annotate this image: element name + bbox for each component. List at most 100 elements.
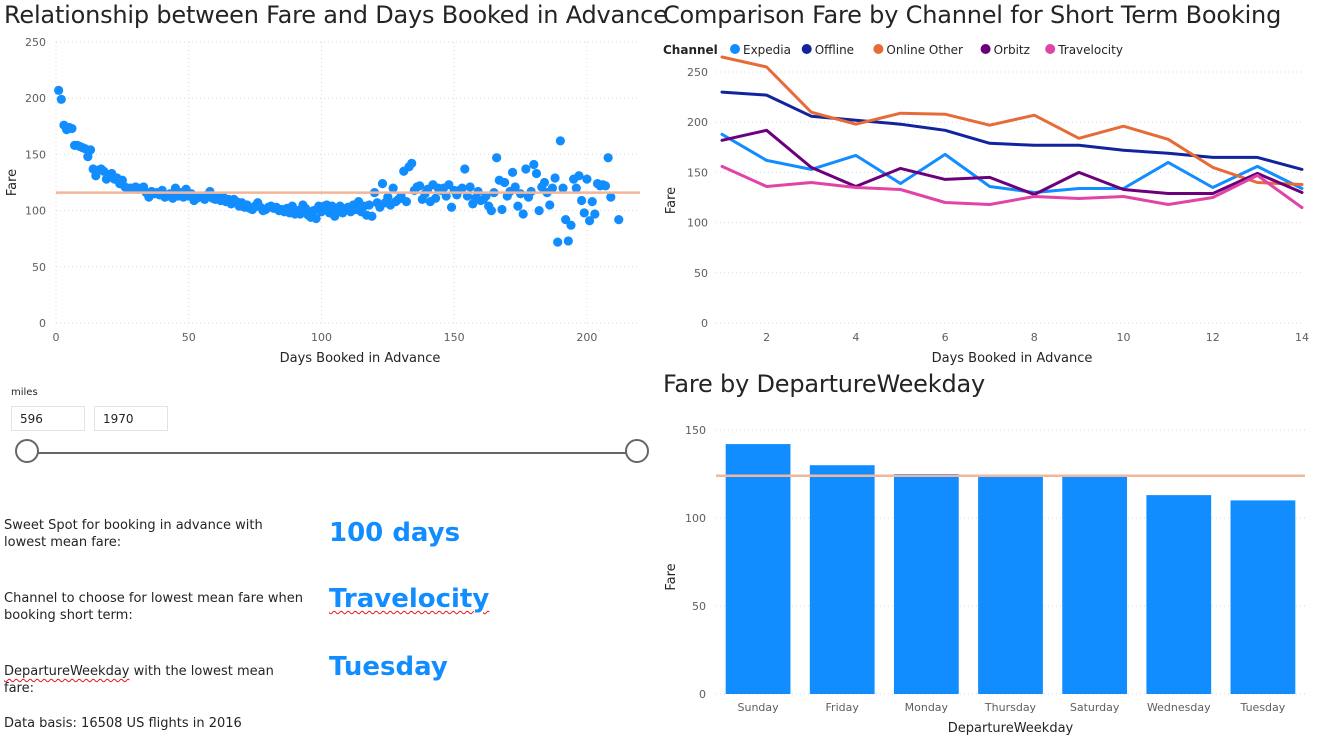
line-xtick-label: 8 [1031, 331, 1038, 344]
scatter-point [558, 183, 568, 193]
legend-marker [1045, 44, 1056, 54]
scatter-point [486, 206, 496, 216]
sweet-spot-label: Sweet Spot for booking in advance with l… [4, 518, 263, 550]
bar-category-label: Thursday [984, 701, 1037, 714]
scatter-title: Relationship between Fare and Days Booke… [4, 1, 668, 29]
line-xtick-label: 4 [852, 331, 859, 344]
slicer-track[interactable] [27, 452, 637, 454]
scatter-point [600, 181, 611, 191]
line-xtick-label: 10 [1117, 331, 1131, 344]
slicer-label: miles [11, 387, 38, 398]
bar-category-label: Wednesday [1147, 701, 1211, 714]
scatter-point [431, 193, 441, 203]
scatter-point [579, 208, 589, 218]
scatter-point [545, 200, 555, 210]
scatter-point [388, 183, 398, 193]
slicer-min-input[interactable]: 596 [11, 406, 85, 431]
line-y-axis-title: Fare [664, 187, 679, 214]
scatter-point [574, 171, 584, 181]
legend-label: Online Other [886, 43, 963, 57]
scatter-x-axis-title: Days Booked in Advance [280, 351, 441, 366]
scatter-point [401, 197, 411, 207]
scatter-chart[interactable]: 0 50 100 150 200 250 0 50 100 150 200 Days Booked i… [0, 30, 650, 402]
scatter-point [555, 136, 565, 146]
bar-y-axis-title: Fare [664, 563, 679, 590]
scatter-point [497, 204, 507, 215]
legend-label: Expedia [743, 43, 791, 57]
line-xtick-label: 12 [1206, 331, 1220, 344]
bar-ytick-label: 50 [692, 600, 706, 613]
line-x-axis-title: Days Booked in Advance [932, 351, 1093, 366]
scatter-point [510, 182, 520, 192]
scatter-point [311, 213, 321, 224]
scatter-point [553, 237, 563, 247]
legend-marker [730, 44, 740, 54]
scatter-point [590, 209, 600, 219]
bar-category-label: Sunday [737, 701, 779, 714]
line-title: Comparison Fare by Channel for Short Ter… [663, 1, 1282, 29]
line-xtick-label: 6 [942, 331, 949, 344]
scatter-ytick-label: 250 [25, 36, 46, 49]
scatter-point [521, 164, 531, 174]
scatter-xtick-label: 150 [444, 331, 465, 344]
bar-category-label: Monday [905, 701, 949, 714]
series-line-travelocity [720, 164, 1304, 210]
scatter-point [566, 220, 576, 230]
line-xtick-label: 2 [763, 331, 770, 344]
bar-category-label: Saturday [1070, 701, 1120, 714]
scatter-point [56, 94, 66, 104]
bar-category-label: Tuesday [1240, 701, 1286, 714]
scatter-point [614, 214, 624, 225]
scatter-xtick-label: 100 [311, 331, 332, 344]
bar [978, 475, 1043, 694]
scatter-point [460, 164, 470, 174]
legend-marker [801, 44, 812, 54]
bar-ytick-label: 0 [699, 688, 706, 701]
scatter-point [465, 182, 475, 192]
scatter-point [587, 197, 597, 207]
scatter-point [539, 177, 550, 188]
series-line-offline [720, 90, 1304, 171]
line-ytick-label: 200 [687, 116, 708, 129]
scatter-point [364, 200, 374, 210]
slicer-max-handle[interactable] [625, 439, 649, 463]
weekday-label: DepartureWeekday with the lowest mean fa… [4, 663, 304, 697]
scatter-point [518, 209, 528, 219]
bar-category-label: Friday [826, 701, 860, 714]
legend-label: Travelocity [1057, 43, 1123, 57]
scatter-point [446, 202, 457, 212]
line-ytick-label: 150 [687, 166, 708, 179]
scatter-point [383, 192, 393, 202]
scatter-point [507, 167, 518, 177]
bar [725, 444, 791, 694]
scatter-ytick-label: 50 [32, 261, 46, 274]
legend-label: Offline [815, 43, 854, 57]
scatter-xtick-label: 0 [53, 331, 60, 344]
scatter-point [67, 123, 77, 134]
bar [809, 465, 875, 694]
scatter-point [415, 181, 425, 191]
line-ytick-label: 50 [694, 267, 708, 280]
line-chart[interactable]: Channel Expedia Offline Online Other Orbitz T… [660, 32, 1314, 372]
scatter-ytick-label: 150 [25, 148, 46, 161]
scatter-y-axis-title: Fare [5, 169, 20, 196]
line-xtick-label: 14 [1295, 331, 1309, 344]
scatter-point [584, 216, 595, 226]
bar-x-axis-title: DepartureWeekday [948, 721, 1074, 736]
scatter-xtick-label: 200 [576, 331, 597, 344]
scatter-point [582, 174, 592, 184]
line-legend: Channel Expedia Offline Online Other Orbitz T… [663, 43, 1123, 57]
scatter-point [367, 211, 377, 221]
slicer-min-handle[interactable] [15, 439, 39, 463]
scatter-point [550, 173, 560, 183]
channel-label: Channel to choose for lowest mean fare w… [4, 591, 303, 623]
scatter-point [54, 85, 64, 95]
line-ytick-label: 0 [701, 317, 708, 330]
scatter-point [606, 192, 616, 202]
series-line-online-other [720, 55, 1304, 186]
bar [893, 474, 959, 694]
bar [1062, 475, 1128, 694]
scatter-point [377, 179, 388, 189]
bar-chart[interactable]: 0 50 100 150 Sunday Friday Monday Thursday Satur… [660, 404, 1314, 740]
slicer-max-input[interactable]: 1970 [94, 406, 168, 431]
